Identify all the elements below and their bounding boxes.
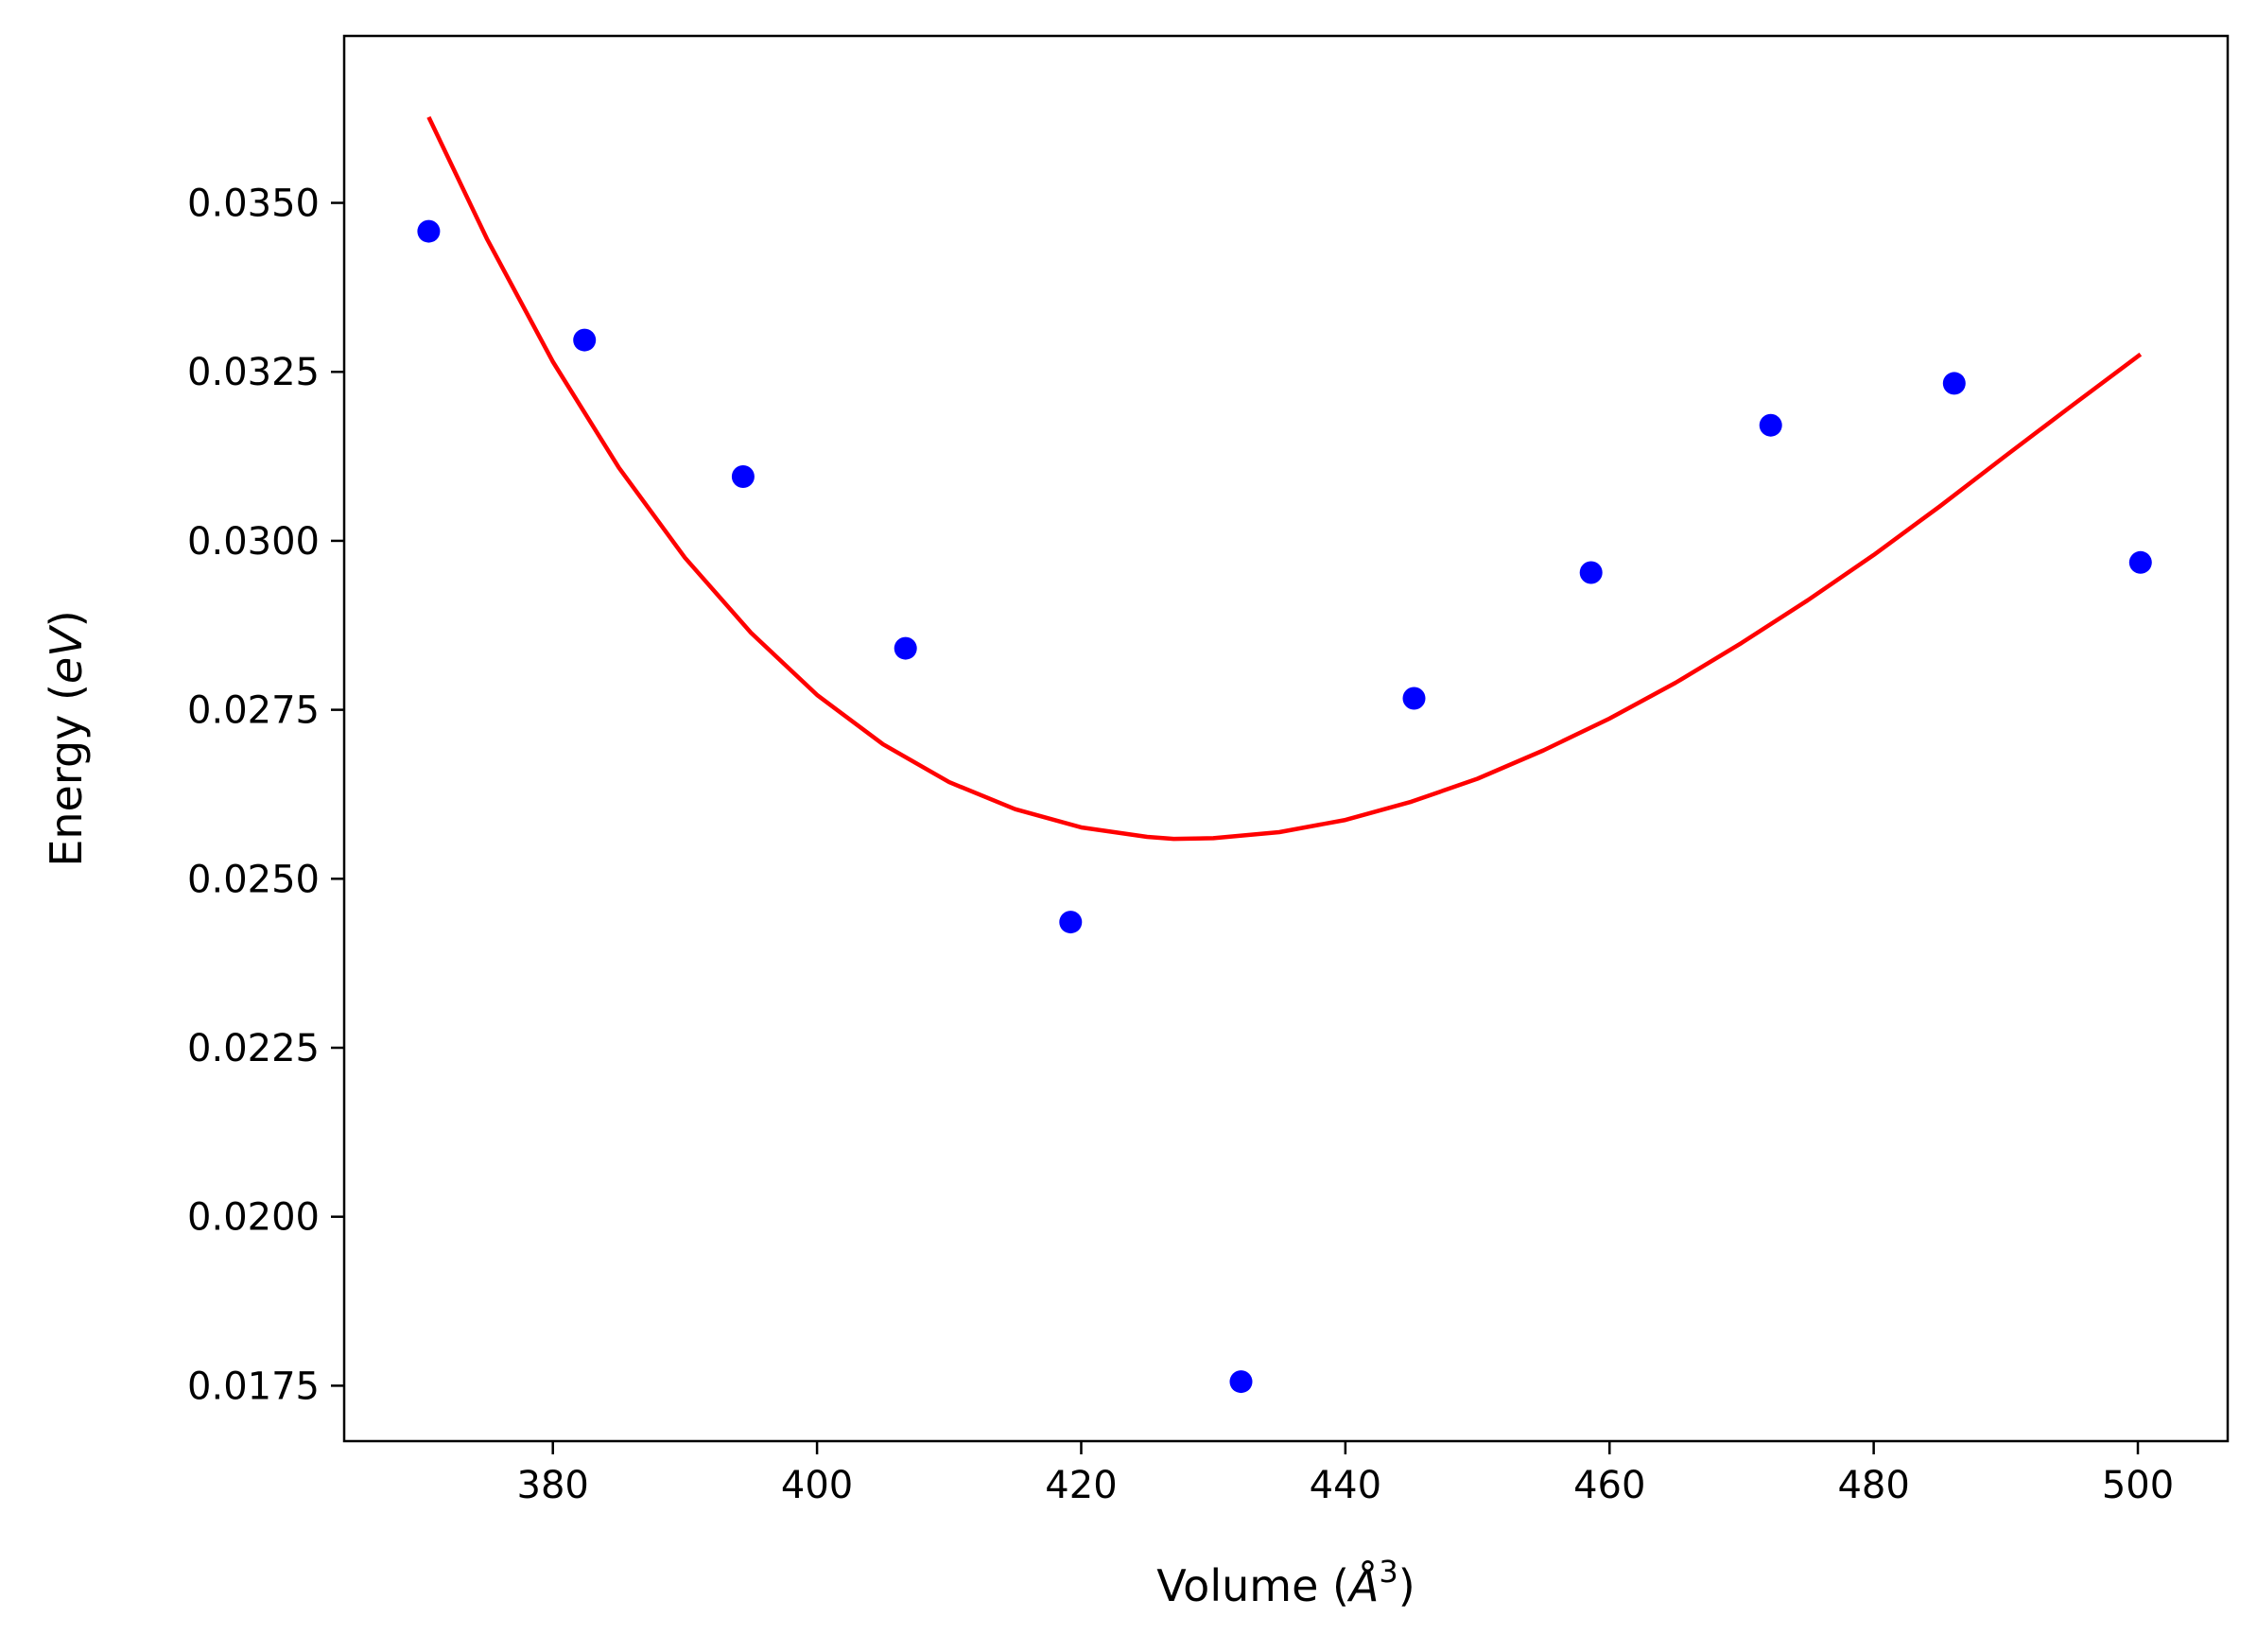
plot-background	[344, 36, 2228, 1441]
data-point	[1759, 413, 1782, 437]
data-point	[1942, 372, 1966, 395]
plot-frame	[342, 34, 2230, 1443]
y-tick-label: 0.0200	[187, 1196, 320, 1240]
scatter-points-layer	[417, 219, 2152, 1394]
y-axis-label: Energy (eV)	[41, 610, 92, 866]
data-point	[417, 219, 441, 243]
y-tick-label: 0.0250	[187, 858, 320, 901]
y-tick-label: 0.0350	[187, 183, 320, 226]
data-point	[731, 465, 755, 488]
x-axis-ticks: 380 400 420 440 460 480 500	[517, 1441, 2174, 1507]
y-axis-label-suffix: )	[41, 610, 92, 627]
y-axis-label-prefix: Energy (	[41, 684, 92, 867]
x-axis-label: Volume (Å3)	[1156, 1554, 1415, 1611]
x-axis-label-symbol: Å	[1346, 1560, 1379, 1611]
x-tick-label: 440	[1310, 1464, 1381, 1507]
data-point	[1579, 561, 1603, 584]
y-tick-label: 0.0300	[187, 520, 320, 564]
x-tick-label: 480	[1837, 1464, 1909, 1507]
data-point	[1059, 911, 1083, 934]
y-tick-label: 0.0275	[187, 689, 320, 733]
y-axis-label-italic: eV	[41, 624, 92, 684]
y-tick-label: 0.0225	[187, 1027, 320, 1070]
x-tick-label: 420	[1045, 1464, 1117, 1507]
y-tick-label: 0.0325	[187, 351, 320, 394]
x-tick-label: 500	[2102, 1464, 2174, 1507]
data-point	[894, 636, 917, 660]
y-tick-label: 0.0175	[187, 1365, 320, 1408]
x-tick-label: 460	[1573, 1464, 1645, 1507]
data-point	[2128, 550, 2152, 574]
x-axis-label-prefix: Volume (	[1156, 1560, 1349, 1611]
x-tick-label: 380	[517, 1464, 589, 1507]
x-axis-label-superscript: 3	[1379, 1554, 1398, 1590]
fit-curve-line	[426, 115, 2143, 842]
x-tick-label: 400	[781, 1464, 853, 1507]
x-axis-label-suffix: )	[1398, 1560, 1415, 1611]
y-axis-ticks: 0.0175 0.0200 0.0225 0.0250 0.0275 0.0300 0.03…	[187, 183, 344, 1408]
data-point	[1229, 1370, 1253, 1394]
data-point	[573, 328, 597, 352]
data-point	[1402, 687, 1426, 710]
fit-curve-layer	[426, 115, 2143, 842]
